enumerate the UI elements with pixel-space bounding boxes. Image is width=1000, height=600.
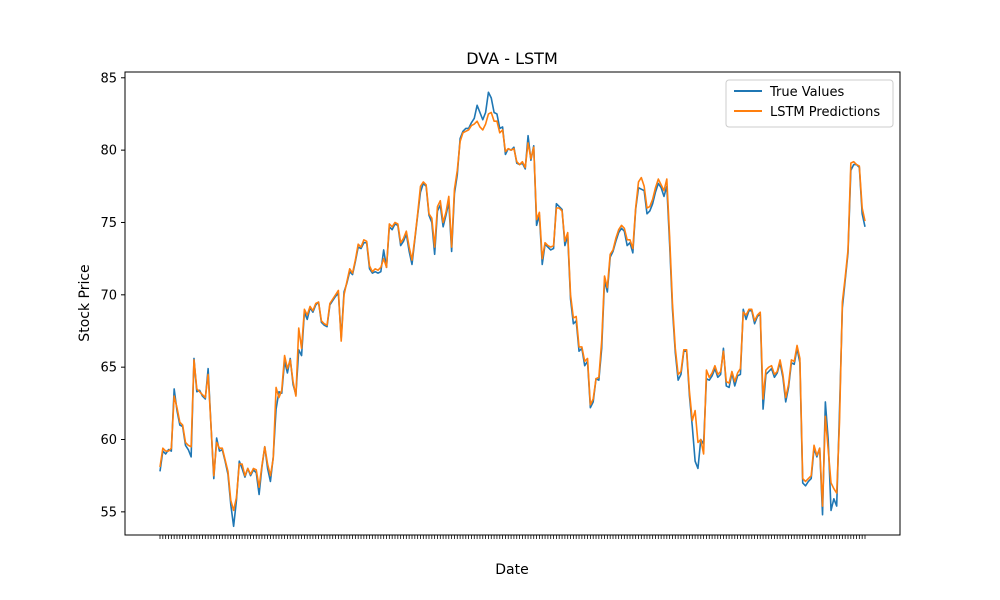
plot-area (159, 91, 866, 528)
legend-entry-lstm-predictions: LSTM Predictions (770, 105, 880, 120)
y-tick-label-60: 60 (100, 433, 117, 448)
series-line-lstm-predictions (159, 111, 866, 512)
y-tick-label-85: 85 (100, 71, 117, 86)
y-tick-label-55: 55 (100, 505, 117, 520)
y-tick-label-80: 80 (100, 144, 117, 159)
legend-entry-true-values: True Values (769, 85, 844, 100)
y-tick-label-65: 65 (100, 361, 117, 376)
x-axis (159, 535, 866, 539)
legend: True Values LSTM Predictions (725, 79, 894, 128)
y-tick-label-70: 70 (100, 288, 117, 303)
series-line-true-values (159, 91, 866, 528)
y-tick-label-75: 75 (100, 216, 117, 231)
x-axis-label: Date (495, 562, 528, 578)
plot-frame (124, 71, 901, 536)
legend-box (725, 79, 894, 128)
y-axis: 55 60 65 70 75 80 85 (100, 71, 125, 520)
chart-title: DVA - LSTM (466, 49, 558, 68)
y-axis-label: Stock Price (77, 264, 93, 341)
